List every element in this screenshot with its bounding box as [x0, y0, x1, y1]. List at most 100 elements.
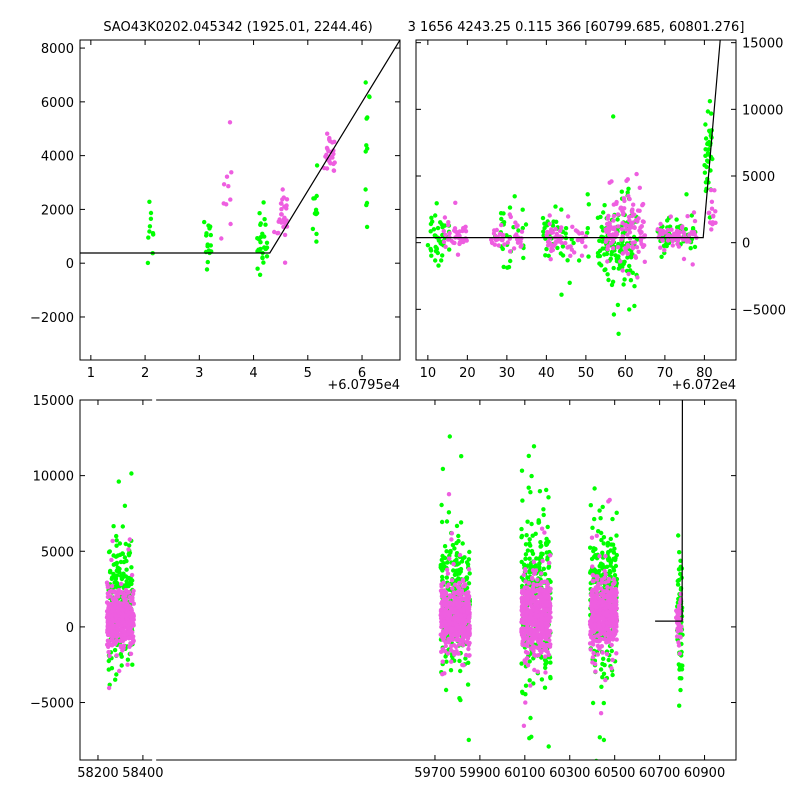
data-point [630, 245, 636, 251]
data-point [444, 567, 450, 572]
data-point [591, 650, 596, 656]
data-point [109, 584, 115, 589]
data-point [130, 620, 135, 625]
data-point [549, 248, 554, 254]
data-point [600, 504, 605, 510]
data-point [633, 255, 639, 260]
data-point [614, 651, 619, 656]
data-point [588, 503, 593, 508]
data-point [525, 548, 531, 553]
data-point [638, 238, 643, 243]
data-point [588, 545, 593, 550]
x-tick-label: 58400 [122, 766, 163, 781]
data-point [436, 263, 441, 268]
data-point [532, 652, 537, 657]
data-point [535, 577, 540, 582]
data-point [613, 631, 618, 637]
data-point [610, 672, 615, 678]
data-point [310, 226, 316, 232]
data-point [614, 201, 619, 206]
y-tick-label: −5000 [30, 697, 74, 712]
data-point [221, 182, 227, 187]
y-tick-label: 2000 [41, 203, 74, 218]
data-point [559, 236, 564, 241]
data-point [595, 575, 600, 580]
data-point [538, 594, 543, 599]
data-point [258, 240, 263, 245]
data-point [533, 630, 538, 636]
data-point [446, 510, 452, 515]
data-point [519, 619, 525, 625]
data-point [661, 243, 667, 248]
data-point [547, 610, 553, 615]
data-point [659, 231, 665, 236]
y-tick-label: 15000 [742, 37, 783, 52]
data-point [670, 243, 675, 248]
data-point [325, 131, 330, 136]
data-point [444, 549, 449, 554]
data-point [602, 267, 607, 273]
data-point [598, 667, 604, 672]
data-point [586, 202, 591, 207]
data-point [525, 640, 530, 646]
data-point [451, 633, 457, 638]
data-point [526, 590, 531, 595]
data-point [627, 230, 633, 235]
data-point [537, 489, 543, 494]
data-point [460, 634, 466, 640]
data-point [706, 147, 711, 152]
data-point [489, 237, 494, 242]
data-point [659, 254, 664, 259]
x-tick-label: 60 [617, 366, 634, 381]
data-point [523, 552, 529, 557]
data-point [616, 254, 621, 259]
data-point [260, 255, 265, 261]
data-point [612, 588, 617, 593]
data-point [467, 549, 472, 555]
data-point [520, 608, 525, 613]
data-point [589, 535, 595, 540]
data-point [527, 678, 532, 683]
data-point [598, 711, 604, 716]
data-point [433, 258, 438, 263]
data-point [515, 240, 521, 245]
data-point [623, 223, 628, 228]
data-point [665, 227, 670, 233]
data-point [568, 253, 573, 258]
data-point [563, 240, 568, 246]
data-point [601, 700, 606, 706]
data-point [499, 216, 504, 222]
data-point [609, 666, 614, 671]
y-tick-label: 0 [66, 257, 74, 272]
data-point [603, 677, 608, 683]
data-point [616, 331, 621, 336]
data-point [439, 258, 444, 263]
data-point [528, 490, 533, 495]
data-point [668, 214, 673, 219]
data-point [110, 538, 115, 544]
data-point [544, 624, 550, 629]
data-point [539, 620, 544, 626]
data-point [583, 244, 588, 249]
data-point [685, 214, 690, 219]
data-point [364, 202, 369, 208]
data-point [455, 637, 460, 642]
data-point [548, 257, 553, 262]
data-point [675, 582, 681, 587]
data-point [604, 229, 609, 234]
data-point [569, 247, 574, 252]
data-point [682, 231, 687, 237]
data-point [284, 197, 290, 202]
data-point [630, 240, 635, 245]
data-point [458, 668, 463, 674]
data-point [553, 226, 558, 232]
data-point [523, 579, 528, 584]
data-point [109, 629, 114, 634]
data-point [601, 210, 606, 215]
x-offset-label-top-right: +6.072e4 [672, 378, 736, 393]
data-point [450, 542, 456, 548]
data-point [228, 197, 233, 202]
data-point [625, 242, 631, 248]
data-point [441, 239, 447, 245]
data-point [528, 715, 533, 721]
